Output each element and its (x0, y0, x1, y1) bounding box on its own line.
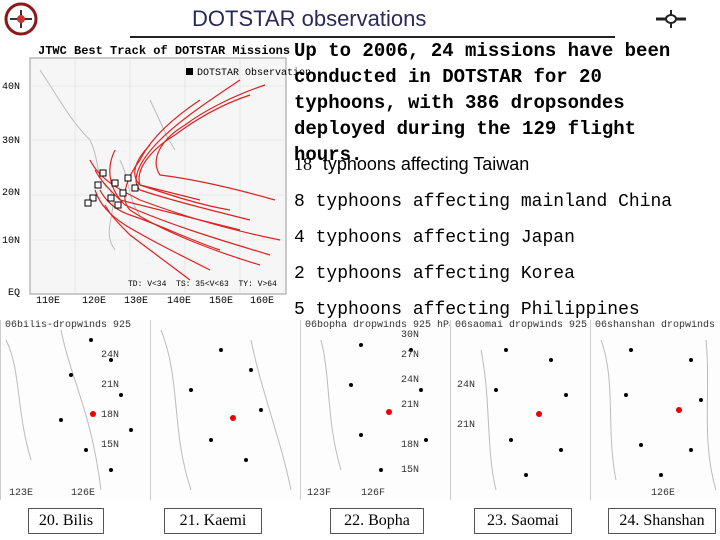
lat-label: 30N (2, 136, 21, 147)
map-legend-observation: DOTSTAR Observation (186, 68, 311, 79)
stat-taiwan: 18 typhoons affecting Taiwan (294, 154, 529, 176)
panel-header: 06shanshan dropwinds 925 hPa (595, 320, 720, 331)
lat-tick: 24N (101, 350, 120, 361)
panel-shanshan-plot (600, 339, 717, 491)
lat-tick: 21N (101, 380, 120, 391)
observation-marker-icon (186, 68, 193, 75)
emblem-logo (4, 2, 38, 36)
lat-tick: 18N (101, 410, 120, 421)
panel-bilis: 06bilis-dropwinds 925 24N 21N 18N 15N 12… (0, 320, 151, 500)
title-underline (130, 36, 615, 38)
lat-label: 40N (2, 82, 21, 93)
panel-shanshan: 06shanshan dropwinds 925 hPa 126E (590, 320, 720, 500)
panel-bopha: 06bopha dropwinds 925 hPa 30N 27N 24N 21… (300, 320, 451, 500)
legend-td: TD: V<34 (128, 280, 167, 289)
map-legend-intensity: TD: V<34 TS: 35<V<63 TY: V>64 (128, 280, 277, 289)
panel-header: 06saomai dropwinds 925 hPa (455, 320, 591, 331)
panel-saomai-plot (480, 348, 568, 491)
caption-shanshan: 24. Shanshan (608, 508, 716, 534)
stat-number: 4 (294, 228, 305, 248)
airplane-icon (656, 10, 686, 28)
caption-kaemi: 21. Kaemi (164, 508, 262, 534)
summary-text: Up to 2006, 24 missions have been conduc… (294, 40, 671, 166)
panel-bilis-plot (5, 329, 133, 491)
lat-tick: 30N (401, 330, 420, 341)
stat-label: typhoons affecting Philippines (315, 300, 640, 320)
stat-number: 2 (294, 264, 305, 284)
lat-label: EQ (8, 288, 21, 299)
lat-label: 20N (2, 188, 21, 199)
stat-philippines: 5 typhoons affecting Philippines (294, 300, 640, 320)
lon-tick: 123E (9, 488, 34, 499)
lon-label: 150E (209, 296, 234, 307)
stat-japan: 4 typhoons affecting Japan (294, 228, 575, 248)
lon-tick: 123F (307, 488, 332, 499)
stat-label: typhoons affecting mainland China (315, 192, 673, 212)
track-map-graphic (29, 57, 287, 295)
caption-bilis: 20. Bilis (28, 508, 104, 534)
page-title: DOTSTAR observations (192, 6, 427, 31)
legend-ts: TS: 35<V<63 (176, 280, 229, 289)
lon-label: 160E (250, 296, 275, 307)
stat-korea: 2 typhoons affecting Korea (294, 264, 575, 284)
panel-saomai: 06saomai dropwinds 925 hPa 24N 21N (450, 320, 591, 500)
lat-tick: 15N (101, 440, 120, 451)
stat-label: typhoons affecting Taiwan (322, 154, 530, 174)
panel-bopha-plot (320, 339, 428, 472)
stat-number: 5 (294, 300, 305, 320)
panel-header: 06bilis-dropwinds 925 (5, 320, 132, 331)
lat-tick: 15N (401, 465, 420, 476)
stat-number: 8 (294, 192, 305, 212)
panel-header: 06bopha dropwinds 925 hPa (305, 320, 451, 331)
panel-kaemi (150, 320, 301, 500)
caption-bopha: 22. Bopha (330, 508, 424, 534)
stat-label: typhoons affecting Japan (315, 228, 575, 248)
best-track-map (0, 40, 290, 308)
legend-ty: TY: V>64 (238, 280, 277, 289)
lat-tick: 27N (401, 350, 420, 361)
lat-tick: 24N (457, 380, 476, 391)
lon-label: 110E (36, 296, 61, 307)
lon-label: 140E (167, 296, 192, 307)
stat-label: typhoons affecting Korea (315, 264, 575, 284)
lon-tick: 126E (71, 488, 96, 499)
legend-obs-label: DOTSTAR Observation (197, 68, 312, 79)
lat-label: 10N (2, 236, 21, 247)
dropwinds-strip: 06bilis-dropwinds 925 24N 21N 18N 15N 12… (0, 320, 720, 500)
lon-tick: 126E (651, 488, 676, 499)
lat-tick: 21N (457, 420, 476, 431)
lon-label: 130E (124, 296, 149, 307)
stat-china: 8 typhoons affecting mainland China (294, 192, 672, 212)
map-title: JTWC Best Track of DOTSTAR Missions (38, 44, 291, 58)
lat-tick: 18N (401, 440, 420, 451)
lon-tick: 126F (361, 488, 386, 499)
stat-number: 18 (294, 154, 312, 174)
lat-tick: 21N (401, 400, 420, 411)
caption-saomai: 23. Saomai (474, 508, 572, 534)
lon-label: 120E (82, 296, 107, 307)
lat-tick: 24N (401, 375, 420, 386)
panel-kaemi-plot (160, 329, 292, 491)
